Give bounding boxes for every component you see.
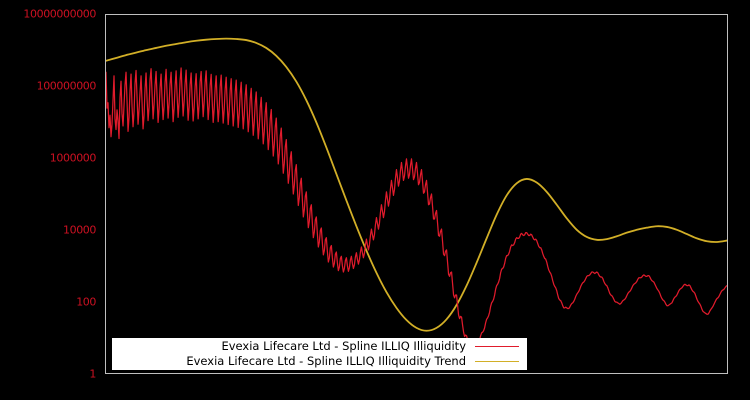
plot-area <box>105 14 728 374</box>
series-line-illiquidity <box>106 67 727 349</box>
y-axis-tick-label: 100 <box>76 295 96 309</box>
legend-swatch-trend <box>475 361 519 362</box>
series-line-trend <box>106 37 727 332</box>
legend-entry-trend: Evexia Lifecare Ltd - Spline ILLIQ Illiq… <box>112 354 527 369</box>
y-axis-tick-label: 10000000000 <box>23 7 96 21</box>
legend-label-trend: Evexia Lifecare Ltd - Spline ILLIQ Illiq… <box>186 354 466 368</box>
y-axis-tick-label: 1 <box>89 367 96 381</box>
legend-swatch-illiquidity <box>475 346 519 347</box>
plot-canvas <box>106 37 727 349</box>
y-axis-tick-label: 10000 <box>63 223 96 237</box>
chart-legend: Evexia Lifecare Ltd - Spline ILLIQ Illiq… <box>112 338 527 370</box>
legend-entry-illiquidity: Evexia Lifecare Ltd - Spline ILLIQ Illiq… <box>112 339 527 354</box>
y-axis-tick-label: 1000000 <box>49 151 97 165</box>
y-axis-tick-label: 100000000 <box>36 79 97 93</box>
legend-label-illiquidity: Evexia Lifecare Ltd - Spline ILLIQ Illiq… <box>221 339 466 353</box>
